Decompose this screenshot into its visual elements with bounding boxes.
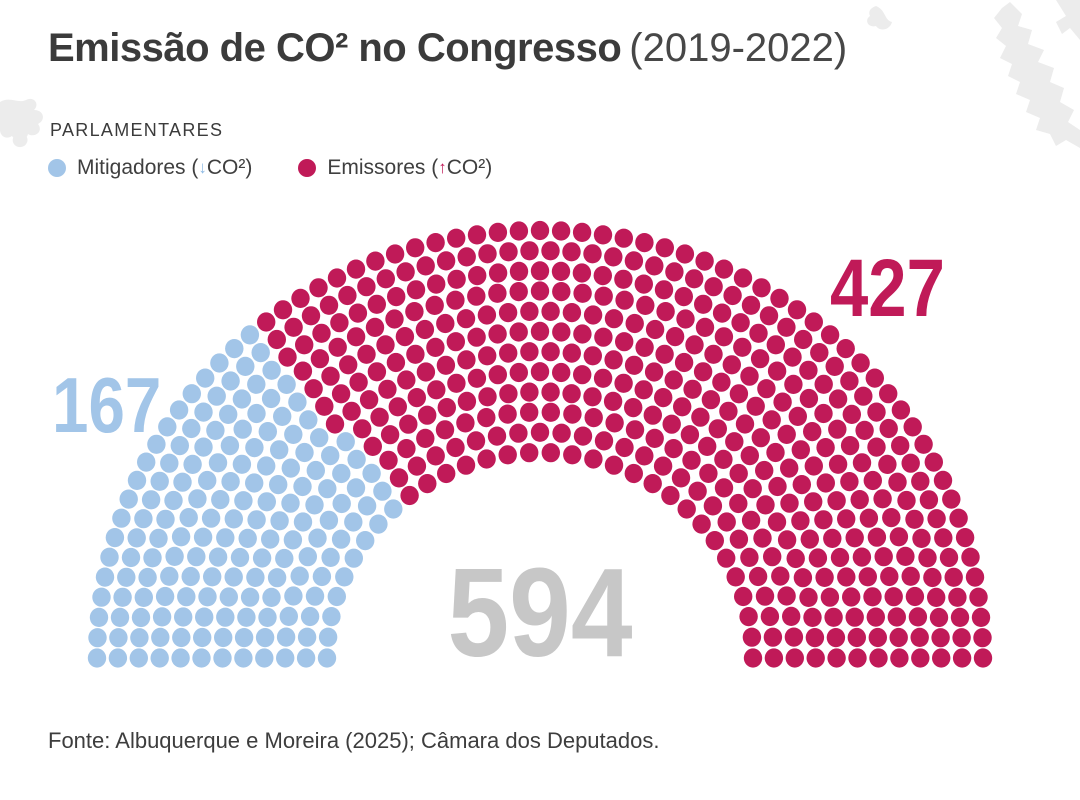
legend: Mitigadores (↓CO²) Emissores (↑CO²) [48, 156, 492, 180]
emissores-count: 427 [830, 243, 945, 334]
mitigadores-label: Mitigadores (↓CO²) [77, 156, 252, 180]
title-period: (2019-2022) [629, 26, 848, 70]
mitigadores-label-pre: Mitigadores ( [77, 156, 199, 179]
total-count: 594 [447, 542, 633, 683]
map-watermark-left [0, 98, 43, 148]
emissores-label: Emissores (↑CO²) [327, 156, 492, 180]
up-arrow-icon: ↑ [438, 158, 447, 177]
mitigadores-dot-icon [48, 159, 66, 177]
mitigadores-count: 167 [52, 361, 162, 449]
emissores-label-pre: Emissores ( [327, 156, 439, 179]
source-note: Fonte: Albuquerque e Moreira (2025); Câm… [48, 728, 660, 753]
legend-item-mitigadores: Mitigadores (↓CO²) [48, 156, 252, 180]
page-title: Emissão de CO² no Congresso (2019-2022) [48, 26, 847, 70]
emissores-dot-icon [298, 159, 317, 177]
mitigadores-label-post: CO²) [206, 156, 253, 179]
emissores-label-post: CO²) [446, 156, 493, 179]
title-main: Emissão de CO² no Congresso [48, 26, 622, 70]
down-arrow-icon: ↓ [198, 158, 207, 177]
legend-title: PARLAMENTARES [50, 120, 224, 140]
legend-item-emissores: Emissores (↑CO²) [298, 156, 492, 180]
map-watermark-right [867, 0, 1080, 148]
